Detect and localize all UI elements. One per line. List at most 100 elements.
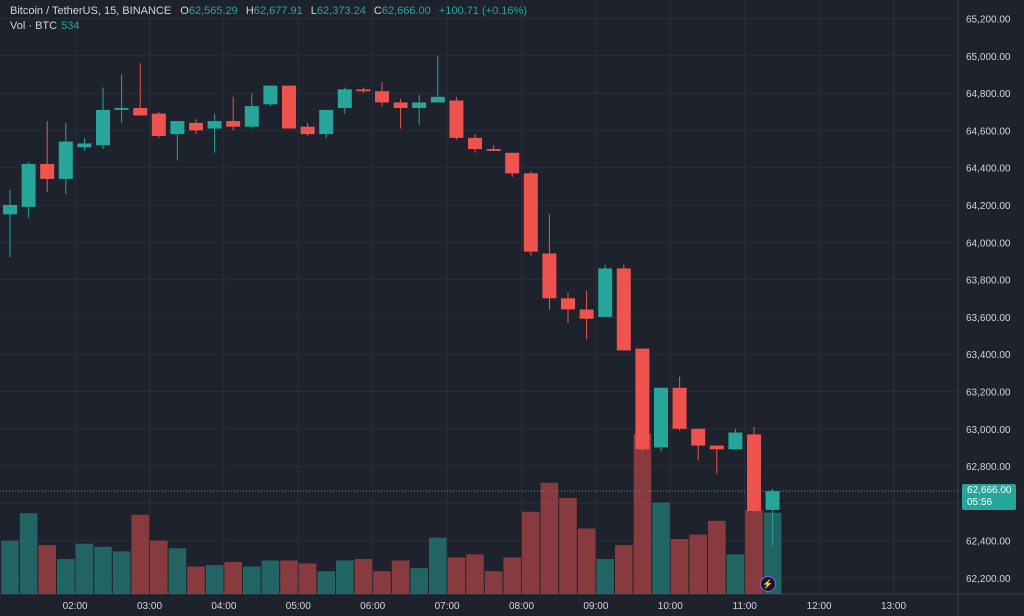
candle-body (189, 122, 203, 131)
last-price-badge: 62,666.00 05:56 (962, 484, 1016, 510)
volume-label: Vol · BTC (10, 20, 58, 32)
time-tick-label: 08:00 (509, 601, 534, 612)
candle-body (393, 102, 408, 109)
open-value: 62,565.29 (188, 5, 238, 17)
volume-bar (633, 434, 652, 594)
close-value: 62,666.00 (381, 5, 431, 17)
candle-body (728, 432, 743, 450)
candle-body (486, 149, 501, 151)
price-tick-label: 63,000.00 (966, 425, 1011, 436)
candle-body (598, 268, 613, 317)
candle-body (3, 205, 17, 215)
volume-bar (317, 571, 335, 594)
price-tick-label: 62,800.00 (966, 462, 1011, 473)
candle-body (430, 96, 445, 103)
bar-countdown: 05:56 (967, 497, 993, 508)
candle-body (114, 108, 129, 110)
price-tick-label: 64,200.00 (966, 201, 1011, 212)
candle-body (58, 141, 73, 179)
candle-body (523, 173, 538, 252)
volume-bar (522, 511, 540, 594)
candle-body (691, 428, 706, 446)
volume-bar (484, 571, 503, 594)
time-tick-label: 06:00 (360, 601, 385, 612)
price-tick-label: 63,200.00 (966, 388, 1011, 399)
volume-bar (280, 560, 298, 594)
volume-bar (466, 554, 484, 594)
candle-body (337, 89, 352, 109)
volume-bar (540, 482, 559, 594)
low-value: 62,373.24 (316, 5, 366, 17)
candle-body (542, 253, 557, 299)
time-tick-label: 04:00 (211, 601, 236, 612)
time-tick-label: 10:00 (658, 601, 683, 612)
candle-body (654, 387, 668, 448)
price-tick-label: 64,800.00 (966, 89, 1011, 100)
volume-legend[interactable]: Vol · BTC 534 (10, 20, 79, 32)
candle-body (151, 113, 166, 136)
volume-bar (726, 554, 745, 594)
candle-body (375, 91, 389, 103)
candle-body (226, 121, 241, 127)
candle-body (96, 109, 110, 146)
volume-bar (652, 502, 670, 594)
candle-body (561, 298, 575, 310)
volume-bar (503, 557, 521, 594)
candle-body (77, 143, 92, 148)
candle-body (616, 268, 631, 351)
volume-bar (708, 520, 726, 594)
candle-body (170, 121, 185, 135)
time-tick-label: 11:00 (733, 601, 758, 612)
time-tick-label: 13:00 (881, 601, 906, 612)
volume-bar (336, 560, 354, 594)
candle-body (40, 163, 55, 179)
high-value: 62,677.91 (253, 5, 303, 17)
volume-bar (57, 558, 75, 594)
volume-bar (150, 540, 168, 594)
time-tick-label: 09:00 (583, 601, 608, 612)
lightning-icon[interactable]: ⚡ (760, 576, 776, 592)
volume-bar (224, 562, 242, 594)
candle-body (282, 85, 296, 129)
volume-bar (745, 510, 763, 594)
volume-bar (559, 498, 577, 594)
time-tick-label: 12:00 (807, 601, 832, 612)
volume-bar (596, 558, 614, 594)
volume-bar (205, 565, 224, 594)
symbol-title[interactable]: Bitcoin / TetherUS, 15, BINANCE (10, 5, 172, 17)
volume-bar (243, 566, 261, 594)
symbol-legend: Bitcoin / TetherUS, 15, BINANCE O62,565.… (10, 5, 532, 17)
volume-bar (577, 528, 596, 594)
candle-body (263, 85, 278, 105)
candle-body (709, 445, 724, 450)
candle-body (412, 102, 427, 109)
candle-body (21, 163, 36, 207)
candle-body (449, 100, 464, 138)
candle-body (747, 434, 761, 511)
last-price-value: 62,666.00 (967, 485, 1012, 496)
change-value: +100.71 (+0.16%) (438, 5, 527, 17)
volume-bar (1, 540, 19, 594)
low-label: L (310, 5, 317, 17)
price-tick-label: 62,400.00 (966, 537, 1011, 548)
volume-bar (19, 513, 38, 594)
candle-body (244, 106, 259, 127)
price-tick-label: 64,600.00 (966, 126, 1011, 137)
volume-bar (670, 539, 689, 594)
candle-body (468, 137, 482, 150)
time-tick-label: 02:00 (63, 601, 88, 612)
volume-bar (429, 537, 447, 594)
candle-body (319, 109, 334, 135)
volume-bar (447, 557, 466, 594)
volume-bar (75, 543, 94, 594)
close-label: C (373, 5, 382, 17)
price-tick-label: 65,000.00 (966, 52, 1011, 63)
volume-bar (187, 566, 205, 594)
candle-body (579, 309, 594, 319)
price-tick-label: 63,600.00 (966, 313, 1011, 324)
candle-body (765, 491, 780, 510)
high-label: H (245, 5, 254, 17)
price-tick-label: 63,800.00 (966, 276, 1011, 287)
